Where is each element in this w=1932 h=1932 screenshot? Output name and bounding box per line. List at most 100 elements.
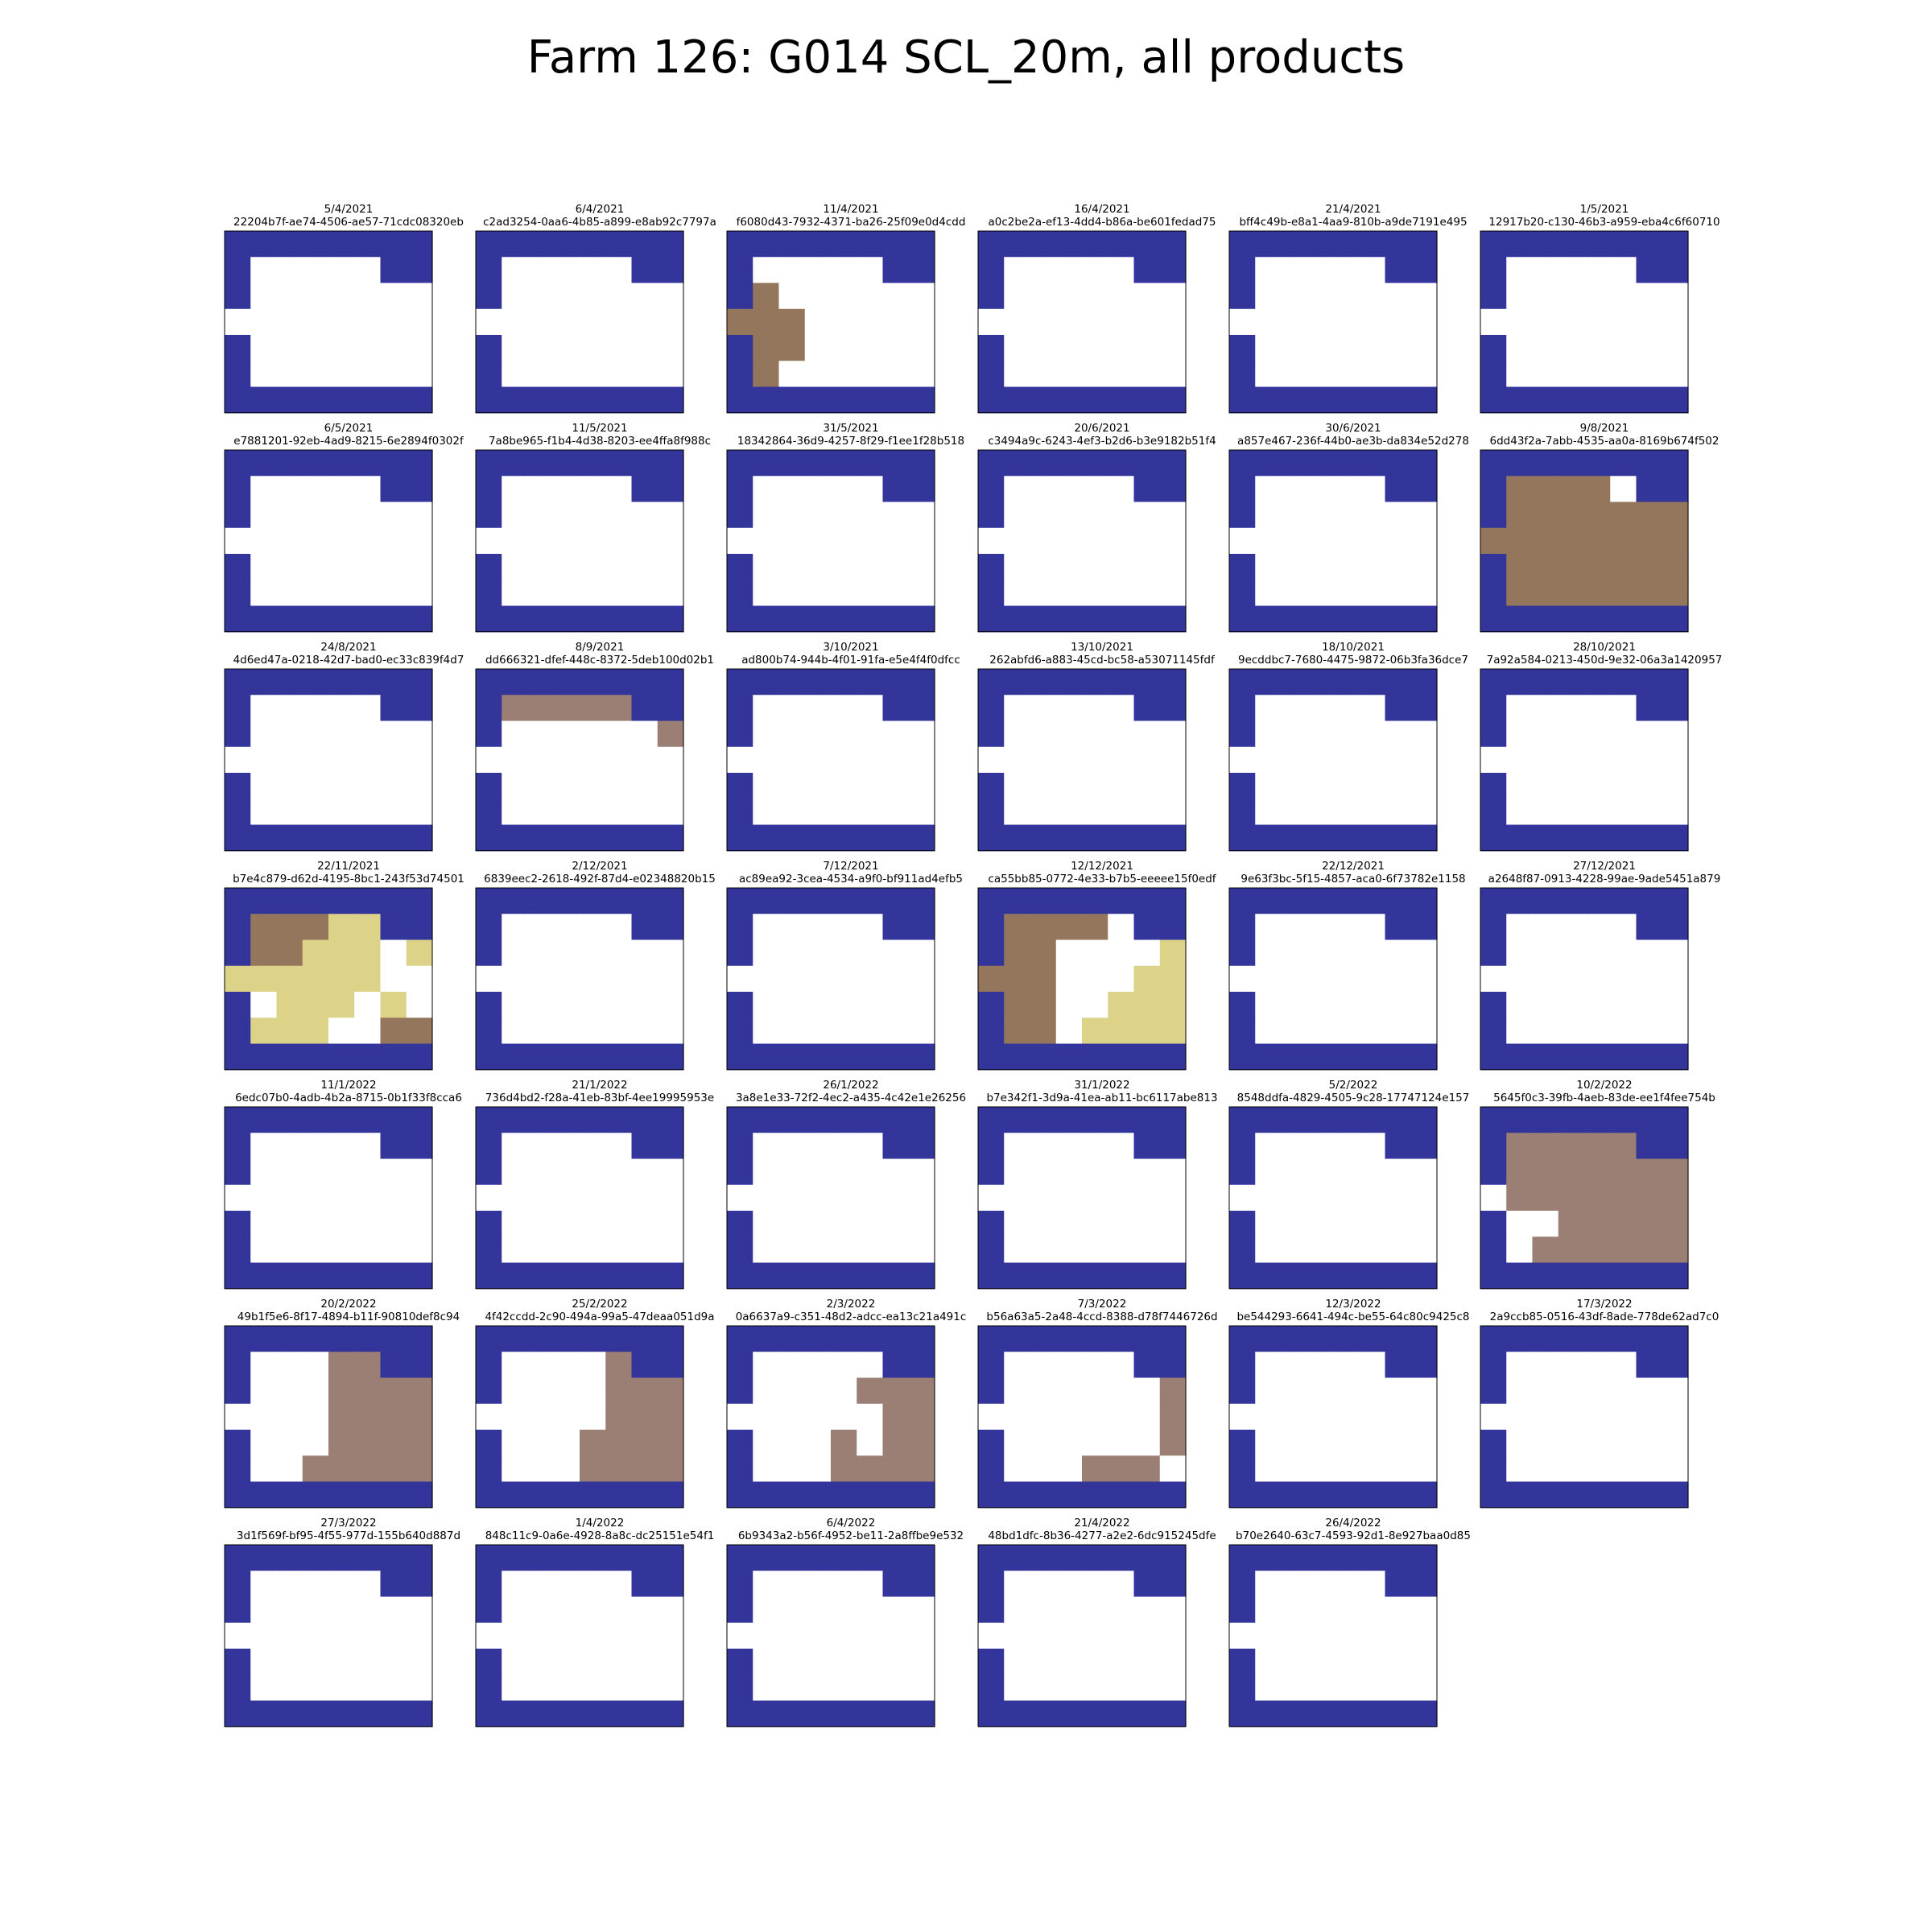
- scl-pixel: [1410, 746, 1438, 774]
- scl-pixel: [908, 1403, 935, 1430]
- scl-pixel: [1133, 231, 1161, 258]
- scl-panel: 21/4/2022 48bd1dfc-8b36-4277-a2e2-6dc9152…: [977, 1517, 1227, 1782]
- scl-pixel: [502, 1403, 529, 1430]
- scl-pixel: [778, 1326, 806, 1352]
- scl-pixel: [354, 1674, 382, 1702]
- scl-pixel: [225, 1377, 251, 1405]
- scl-pixel: [302, 799, 329, 826]
- scl-pixel: [978, 450, 1005, 477]
- scl-pixel: [527, 1596, 555, 1624]
- scl-pixel: [1558, 1352, 1585, 1379]
- scl-pixel: [778, 1700, 806, 1728]
- scl-pixel: [857, 476, 884, 503]
- scl-pixel: [1636, 308, 1663, 336]
- scl-pixel: [354, 605, 382, 633]
- scl-pixel: [1610, 527, 1637, 555]
- scl-pixel: [657, 283, 684, 310]
- scl-pixel: [1558, 335, 1585, 361]
- scl-map: [726, 230, 935, 414]
- scl-pixel: [1082, 605, 1108, 633]
- scl-pixel: [1281, 669, 1308, 696]
- scl-pixel: [727, 1545, 753, 1571]
- scl-pixel: [804, 992, 832, 1018]
- scl-pixel: [1229, 502, 1256, 529]
- scl-pixel: [1480, 580, 1507, 607]
- scl-panel: 7/12/2021 ac89ea92-3cea-4534-a9f0-bf911ad…: [726, 860, 976, 1125]
- scl-pixel: [1410, 308, 1438, 336]
- panel-date: 28/10/2021: [1573, 641, 1636, 654]
- scl-pixel: [1558, 554, 1585, 580]
- scl-pixel: [328, 554, 355, 580]
- scl-pixel: [1004, 914, 1031, 941]
- scl-pixel: [978, 308, 1005, 336]
- scl-pixel: [857, 669, 884, 696]
- scl-pixel: [727, 335, 753, 361]
- scl-pixel: [1532, 1133, 1559, 1160]
- panel-product-id: 49b1f5e6-8f17-4894-b11f-90810def8c94: [237, 1311, 460, 1323]
- scl-pixel: [1229, 1018, 1256, 1045]
- scl-pixel: [857, 1545, 884, 1571]
- scl-pixel: [908, 1571, 935, 1598]
- scl-pixel: [727, 1043, 753, 1071]
- panel-product-id: 48bd1dfc-8b36-4277-a2e2-6dc915245dfe: [988, 1530, 1216, 1542]
- scl-pixel: [631, 746, 658, 774]
- scl-pixel: [527, 720, 555, 748]
- scl-pixel: [1255, 554, 1282, 580]
- scl-pixel: [727, 554, 753, 580]
- scl-pixel: [225, 799, 251, 826]
- scl-pixel: [1480, 1377, 1507, 1405]
- scl-pixel: [250, 450, 278, 477]
- scl-pixel: [1133, 799, 1161, 826]
- scl-pixel: [727, 1352, 753, 1379]
- scl-pixel: [605, 476, 633, 503]
- scl-pixel: [354, 1107, 382, 1133]
- scl-pixel: [1307, 450, 1334, 477]
- scl-pixel: [804, 1184, 832, 1212]
- panel-frame: [475, 1106, 684, 1290]
- scl-pixel: [631, 308, 658, 336]
- scl-pixel: [406, 1571, 433, 1598]
- scl-pixel: [908, 1455, 935, 1483]
- scl-pixel: [553, 1211, 580, 1237]
- scl-map: [726, 1106, 935, 1290]
- scl-pixel: [1159, 888, 1187, 914]
- scl-pixel: [1108, 361, 1135, 388]
- scl-pixel: [1610, 1133, 1637, 1160]
- scl-pixel: [1082, 502, 1108, 529]
- scl-pixel: [1082, 1674, 1108, 1702]
- scl-pixel: [380, 888, 407, 914]
- scl-pixel: [727, 308, 753, 336]
- scl-pixel: [1610, 308, 1637, 336]
- scl-pixel: [1410, 231, 1438, 258]
- scl-pixel: [1004, 746, 1031, 774]
- scl-pixel: [354, 992, 382, 1018]
- scl-pixel: [1410, 450, 1438, 477]
- scl-pixel: [1333, 1455, 1360, 1483]
- scl-pixel: [882, 335, 910, 361]
- scl-pixel: [857, 257, 884, 284]
- scl-pixel: [1532, 580, 1559, 607]
- scl-pixel: [857, 502, 884, 529]
- scl-pixel: [1584, 992, 1611, 1018]
- scl-pixel: [276, 1211, 303, 1237]
- scl-pixel: [1229, 605, 1256, 633]
- scl-pixel: [908, 1133, 935, 1160]
- scl-pixel: [1359, 992, 1386, 1018]
- scl-pixel: [908, 965, 935, 993]
- scl-pixel: [1133, 527, 1161, 555]
- scl-pixel: [250, 476, 278, 503]
- scl-pixel: [1255, 450, 1282, 477]
- scl-pixel: [857, 554, 884, 580]
- scl-pixel: [1108, 1326, 1135, 1352]
- scl-pixel: [753, 1236, 780, 1264]
- scl-pixel: [727, 1158, 753, 1186]
- panel-frame: [1480, 449, 1689, 633]
- scl-pixel: [1030, 257, 1057, 284]
- scl-pixel: [753, 257, 780, 284]
- scl-pixel: [1610, 1377, 1637, 1405]
- scl-pixel: [1229, 773, 1256, 799]
- scl-pixel: [354, 1326, 382, 1352]
- scl-pixel: [1584, 308, 1611, 336]
- scl-pixel: [354, 1571, 382, 1598]
- scl-pixel: [380, 1649, 407, 1675]
